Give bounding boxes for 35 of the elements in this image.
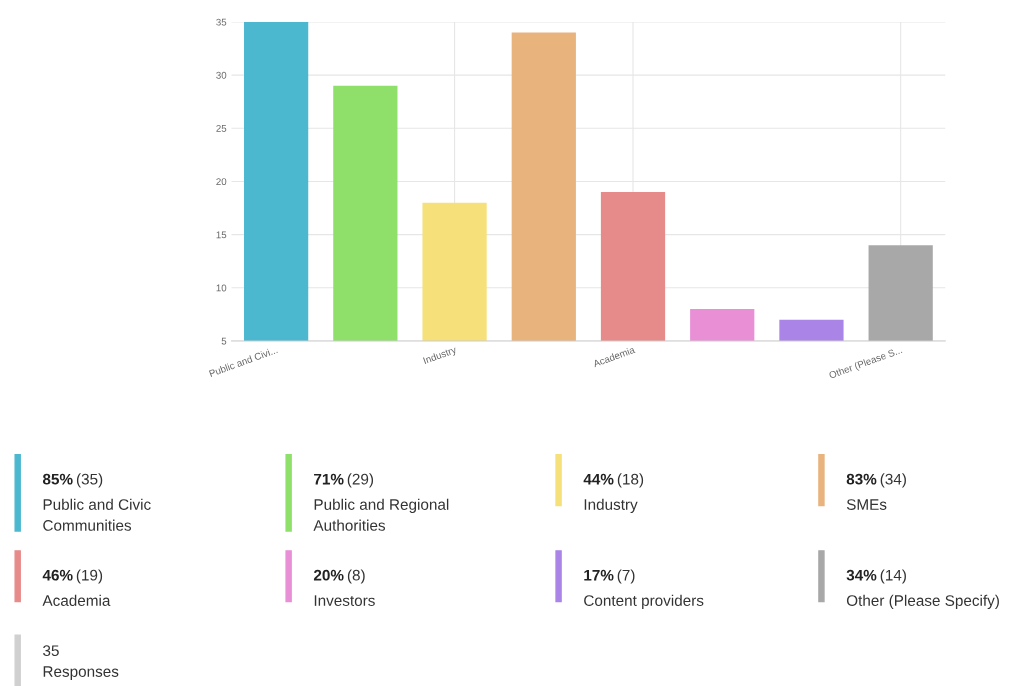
text: Public and Civic Communities (43, 498, 151, 531)
text: 46% (42, 569, 73, 581)
text: Other (Please Specify) (846, 594, 999, 609)
y-tick-label: 20 (216, 178, 227, 186)
text: (35) (76, 473, 103, 488)
text: Academia (42, 594, 111, 606)
text: Investors (314, 595, 375, 606)
text: (14) (880, 569, 906, 584)
text: 83% (846, 473, 877, 485)
y-tick-label: 5 (221, 337, 227, 345)
y-tick-label: 25 (216, 125, 227, 132)
x-tick-label: Public and Civi... (208, 346, 278, 378)
y-tick-label: 35 (216, 18, 227, 26)
y-tick-label: 15 (216, 231, 227, 239)
text: (7) (617, 569, 635, 584)
text: (18) (617, 473, 644, 488)
x-tick-label: Industry (422, 345, 458, 366)
text: 35 (43, 645, 59, 657)
text: Public and Regional Authorities (313, 498, 449, 531)
text: (34) (880, 473, 906, 488)
text: 44% (583, 473, 614, 485)
text: Industry (584, 498, 638, 513)
text: 20% (313, 569, 344, 581)
text: 71% (314, 473, 344, 485)
y-tick-label: 10 (216, 284, 227, 292)
y-tick-label: 30 (216, 71, 227, 79)
text: 85% (42, 473, 73, 485)
text: (8) (347, 569, 365, 584)
text: (29) (347, 473, 374, 488)
text: 17% (584, 569, 614, 581)
text: (19) (76, 569, 103, 584)
text: 34% (846, 569, 877, 581)
text: Content providers (584, 594, 704, 609)
text: Responses (43, 666, 119, 680)
text: SMEs (846, 499, 887, 510)
